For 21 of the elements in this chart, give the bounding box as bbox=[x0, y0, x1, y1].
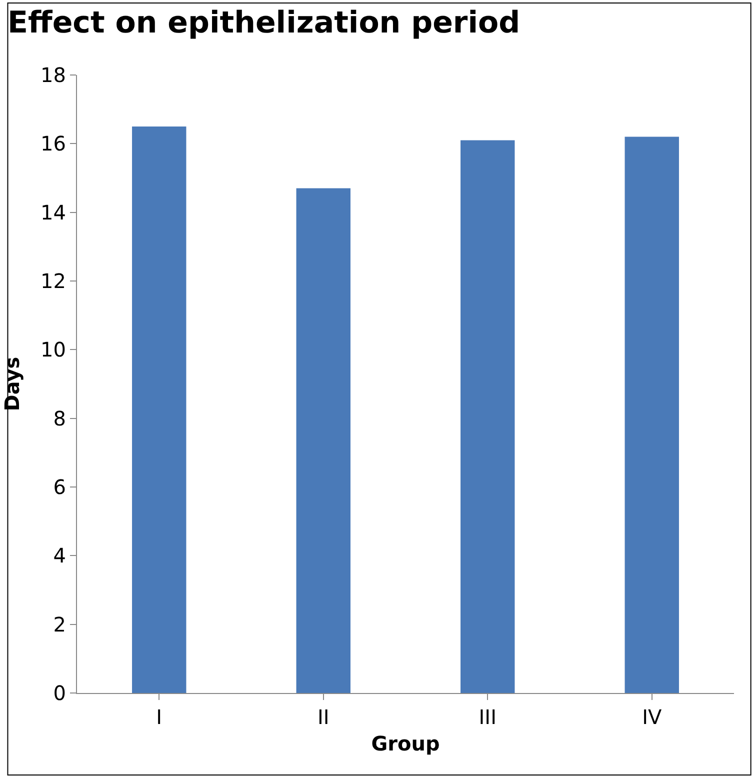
y-tick-label: 16 bbox=[40, 132, 66, 156]
x-axis-title: Group bbox=[371, 732, 440, 756]
chart-title: Effect on epithelization period bbox=[8, 6, 520, 41]
bar bbox=[624, 136, 679, 693]
bar bbox=[460, 140, 515, 693]
y-tick-label: 12 bbox=[40, 269, 66, 293]
y-axis-title: Days bbox=[0, 356, 24, 412]
x-tick-label: IV bbox=[642, 705, 662, 729]
bar bbox=[296, 188, 350, 693]
y-tick-label: 8 bbox=[53, 406, 66, 430]
x-tick-label: I bbox=[156, 705, 162, 729]
y-tick-label: 0 bbox=[53, 681, 66, 705]
y-tick-label: 6 bbox=[53, 475, 66, 499]
y-tick-label: 2 bbox=[53, 612, 66, 636]
x-tick-label: II bbox=[317, 705, 330, 729]
y-tick-label: 10 bbox=[40, 338, 66, 362]
bar bbox=[132, 126, 186, 693]
y-tick-label: 4 bbox=[53, 544, 66, 568]
y-tick-label: 14 bbox=[40, 200, 66, 224]
y-tick-label: 18 bbox=[40, 63, 66, 87]
x-tick-label: III bbox=[478, 705, 496, 729]
